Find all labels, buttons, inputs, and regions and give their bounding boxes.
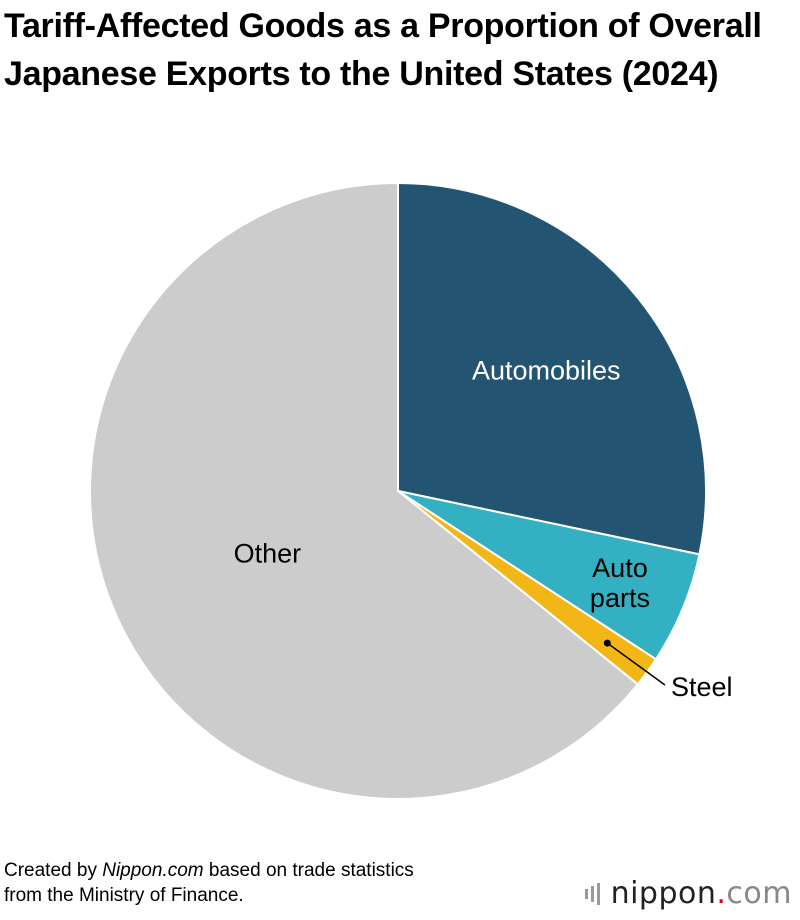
pie-label-other: Other — [234, 538, 302, 568]
source-site: Nippon.com — [102, 860, 204, 881]
pie-labels: Automobiles Auto parts Steel Other — [234, 356, 733, 702]
pie-slice-other — [89, 182, 639, 800]
pie-label-automobiles: Automobiles — [472, 356, 621, 386]
source-line-1: Created by Nippon.com based on trade sta… — [4, 858, 414, 883]
pie-label-steel: Steel — [671, 672, 733, 702]
logo-word: nippon — [610, 876, 717, 911]
leader-line-steel — [606, 642, 666, 686]
pie-label-auto-parts: Auto parts — [590, 553, 650, 613]
pie-leader-lines — [603, 639, 666, 686]
nippon-logo: nippon. com — [584, 876, 792, 911]
logo-dot: . — [716, 876, 727, 911]
source-suffix: based on trade statistics — [203, 860, 414, 881]
source-note: Created by Nippon.com based on trade sta… — [4, 858, 414, 908]
source-prefix: Created by — [4, 860, 103, 881]
pie-slices — [89, 182, 707, 800]
pie-slice-automobiles — [397, 182, 707, 556]
pie-chart: Automobiles Auto parts Steel Other — [89, 182, 733, 800]
source-line-2: from the Ministry of Finance. — [4, 885, 244, 906]
logo-bars-icon — [584, 882, 603, 905]
logo-tld: com — [726, 876, 792, 911]
chart-title: Tariff-Affected Goods as a Proportion of… — [4, 7, 762, 93]
